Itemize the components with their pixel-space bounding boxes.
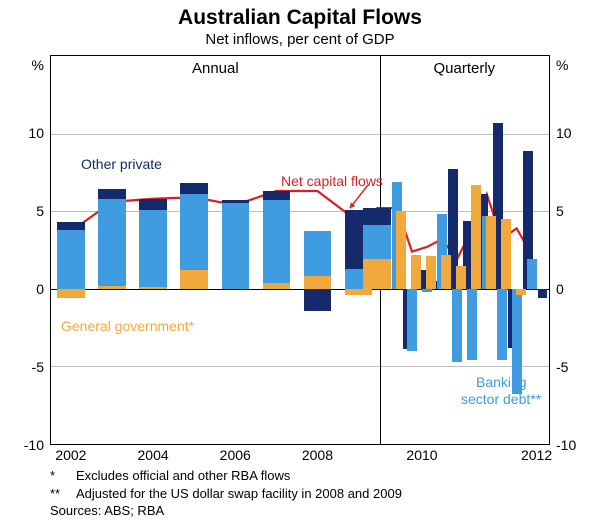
bar-government — [426, 256, 436, 289]
gridline — [51, 134, 549, 135]
y-tick-right: 10 — [556, 125, 572, 141]
bar-government — [441, 255, 451, 289]
bar-banking — [180, 194, 207, 270]
bar-banking — [57, 230, 84, 289]
y-unit-right: % — [556, 57, 568, 73]
y-tick-left: 5 — [36, 203, 44, 219]
y-tick-left: -10 — [24, 437, 44, 453]
bar-government — [139, 287, 166, 289]
bar-government — [263, 283, 290, 289]
bar-other-private — [363, 208, 390, 225]
bar-other-private — [180, 183, 207, 194]
annotation-net_flows: Net capital flows — [281, 173, 383, 189]
x-tick-label: 2004 — [138, 447, 169, 463]
footnotes: *Excludes official and other RBA flows *… — [50, 467, 570, 520]
bar-other-private — [139, 199, 166, 210]
plot-area: AnnualQuarterly200220042006200820102012O… — [50, 55, 550, 445]
bar-government — [98, 286, 125, 289]
bar-other-private — [263, 191, 290, 200]
y-unit-left: % — [32, 57, 44, 73]
bar-banking — [98, 199, 125, 286]
plot-wrap: % % AnnualQuarterly200220042006200820102… — [50, 55, 550, 445]
bar-other-private — [538, 289, 548, 298]
bar-government — [411, 255, 421, 289]
bar-banking — [497, 289, 507, 360]
y-tick-right: 5 — [556, 203, 564, 219]
bar-government — [345, 289, 372, 295]
fn2-text: Adjusted for the US dollar swap facility… — [76, 485, 402, 503]
bar-government — [471, 185, 481, 289]
bar-banking — [467, 289, 477, 360]
bar-government — [516, 289, 526, 295]
x-tick-label: 2010 — [406, 447, 437, 463]
annotation-banking: Banking — [476, 374, 527, 390]
y-tick-right: 0 — [556, 281, 564, 297]
bar-other-private — [57, 222, 84, 230]
y-tick-left: -5 — [32, 359, 44, 375]
bar-government — [304, 276, 331, 288]
bar-government — [57, 289, 84, 298]
y-tick-right: -10 — [556, 437, 576, 453]
chart-title: Australian Capital Flows — [0, 0, 600, 30]
fn1-text: Excludes official and other RBA flows — [76, 467, 290, 485]
x-tick-label: 2002 — [55, 447, 86, 463]
x-tick-label: 2006 — [220, 447, 251, 463]
bar-government — [381, 279, 391, 288]
y-tick-left: 10 — [28, 125, 44, 141]
bar-banking — [139, 210, 166, 288]
fn2-mark: ** — [50, 485, 76, 503]
y-tick-left: 0 — [36, 281, 44, 297]
bar-banking — [452, 289, 462, 362]
bar-banking — [363, 225, 390, 259]
bar-banking — [304, 231, 331, 276]
chart-subtitle: Net inflows, per cent of GDP — [0, 31, 600, 48]
bar-banking — [527, 259, 537, 288]
bar-government — [456, 266, 466, 289]
bar-government — [396, 211, 406, 289]
y-tick-right: -5 — [556, 359, 568, 375]
annotation-banking2: sector debt** — [461, 391, 541, 407]
bar-banking — [263, 200, 290, 282]
bar-government — [180, 270, 207, 289]
x-tick-label: 2012 — [521, 447, 552, 463]
bar-banking — [407, 289, 417, 351]
bar-other-private — [222, 200, 249, 203]
fn1-mark: * — [50, 467, 76, 485]
bar-government — [486, 216, 496, 289]
x-tick-label: 2008 — [302, 447, 333, 463]
bar-other-private — [304, 289, 331, 311]
sources: Sources: ABS; RBA — [50, 502, 570, 520]
section-label-annual: Annual — [192, 60, 239, 77]
gridline — [51, 366, 549, 367]
annotation-other_private: Other private — [81, 156, 162, 172]
bar-banking — [422, 289, 432, 292]
annotation-gen_gov: General government* — [61, 318, 194, 334]
bar-other-private — [98, 189, 125, 198]
section-label-quarterly: Quarterly — [433, 60, 495, 77]
bar-banking — [222, 203, 249, 288]
bar-government — [501, 219, 511, 289]
chart-container: Australian Capital Flows Net inflows, pe… — [0, 0, 600, 527]
